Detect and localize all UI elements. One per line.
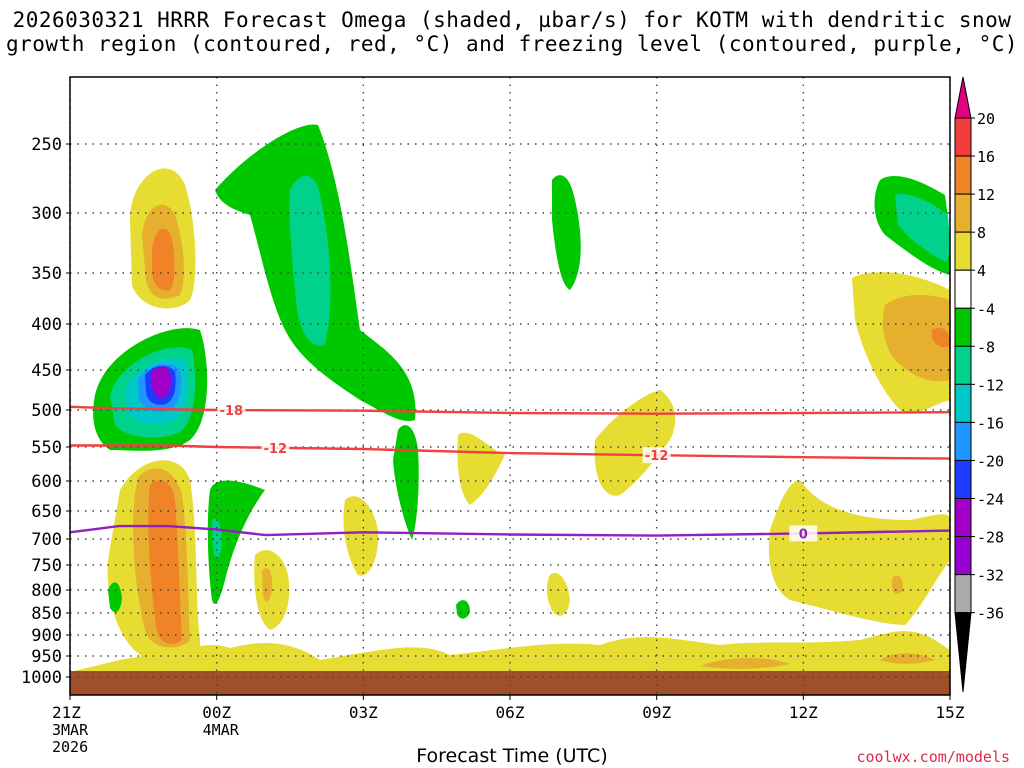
x-tick-label-15: 12Z: [789, 703, 818, 722]
omega-shape-22: [547, 573, 570, 616]
ground-band: [70, 671, 950, 695]
colorbar-label-0: 20: [977, 110, 995, 128]
omega-shape-20: [458, 433, 506, 505]
omega-shape-31: [769, 480, 950, 625]
colorbar-box-1: [955, 156, 971, 194]
y-tick-label-1000: 1000: [21, 668, 62, 688]
contour-dendritic-bottom: [70, 446, 950, 459]
x-tick-label-12: 09Z: [642, 703, 671, 722]
colorbar-box-2: [955, 194, 971, 232]
colorbar-box-8: [955, 422, 971, 460]
colorbar-box-10: [955, 499, 971, 537]
y-tick-label-400: 400: [31, 315, 62, 335]
y-tick-label-500: 500: [31, 401, 62, 421]
colorbar-label-9: -20: [977, 452, 1004, 470]
contour-label-1: -12: [264, 442, 288, 457]
y-tick-label-300: 300: [31, 204, 62, 224]
contour-label-2: -12: [645, 449, 669, 464]
colorbar-box-7: [955, 384, 971, 422]
colorbar-box-5: [955, 308, 971, 346]
omega-shape-33: [70, 631, 950, 672]
colorbar-box-0: [955, 118, 971, 156]
contour-label-3: 0: [799, 527, 808, 542]
contour-label-0: -18: [220, 404, 244, 419]
y-tick-label-450: 450: [31, 361, 62, 381]
y-tick-label-550: 550: [31, 438, 62, 458]
y-axis: 2503003504004505005506006507007508008509…: [21, 135, 70, 688]
x-tick-label-9: 06Z: [496, 703, 525, 722]
y-tick-label-650: 650: [31, 502, 62, 522]
colorbar-label-13: -36: [977, 605, 1004, 623]
colorbar-box-6: [955, 346, 971, 384]
colorbar-box-11: [955, 537, 971, 575]
colorbar-bottom-arrow: [955, 613, 971, 692]
omega-chart: -18 -12 -12 0 250 300 350 400 450 500 550 600 650 70…: [0, 0, 1024, 768]
y-tick-label-900: 900: [31, 626, 62, 646]
x-tick-label-18: 15Z: [936, 703, 965, 722]
y-tick-label-750: 750: [31, 556, 62, 576]
colorbar-label-2: 12: [977, 186, 995, 204]
colorbar-label-12: -32: [977, 567, 1004, 585]
credit-text: coolwx.com/models: [856, 748, 1010, 766]
colorbar-label-8: -16: [977, 414, 1004, 432]
y-tick-label-950: 950: [31, 647, 62, 667]
colorbar-label-5: -4: [977, 300, 995, 318]
colorbar-box-4: [955, 270, 971, 308]
omega-shape-5: [152, 229, 174, 291]
y-tick-label-850: 850: [31, 604, 62, 624]
omega-shape-21: [343, 496, 378, 576]
colorbar-label-10: -24: [977, 491, 1004, 509]
y-tick-label-700: 700: [31, 530, 62, 550]
y-tick-label-600: 600: [31, 472, 62, 492]
colorbar-label-6: -8: [977, 338, 995, 356]
colorbar-label-1: 16: [977, 148, 995, 166]
colorbar-box-9: [955, 460, 971, 498]
colorbar-label-3: 8: [977, 224, 986, 242]
y-tick-label-800: 800: [31, 581, 62, 601]
colorbar-top-arrow: [955, 77, 971, 118]
omega-shape-23: [595, 390, 676, 496]
colorbar-label-4: 4: [977, 262, 986, 280]
colorbar-label-11: -28: [977, 529, 1004, 547]
colorbar-label-7: -12: [977, 376, 1004, 394]
colorbar-box-3: [955, 232, 971, 270]
colorbar: 20 16 12 8 4 -4 -8 -12 -16 -20 -24 -28 -32 -36: [955, 77, 1004, 692]
x-tick-sublabel-0-0: 3MAR: [52, 721, 89, 739]
omega-shape-14: [393, 425, 419, 540]
omega-shape-11: [152, 366, 171, 398]
x-tick-label-0: 21Z: [52, 703, 81, 722]
colorbar-box-12: [955, 575, 971, 613]
omega-shape-19: [456, 600, 470, 619]
y-tick-label-350: 350: [31, 264, 62, 284]
x-tick-sublabel-3-0: 4MAR: [203, 721, 240, 739]
x-tick-label-6: 03Z: [349, 703, 378, 722]
y-tick-label-250: 250: [31, 135, 62, 155]
x-tick-label-3: 00Z: [202, 703, 231, 722]
